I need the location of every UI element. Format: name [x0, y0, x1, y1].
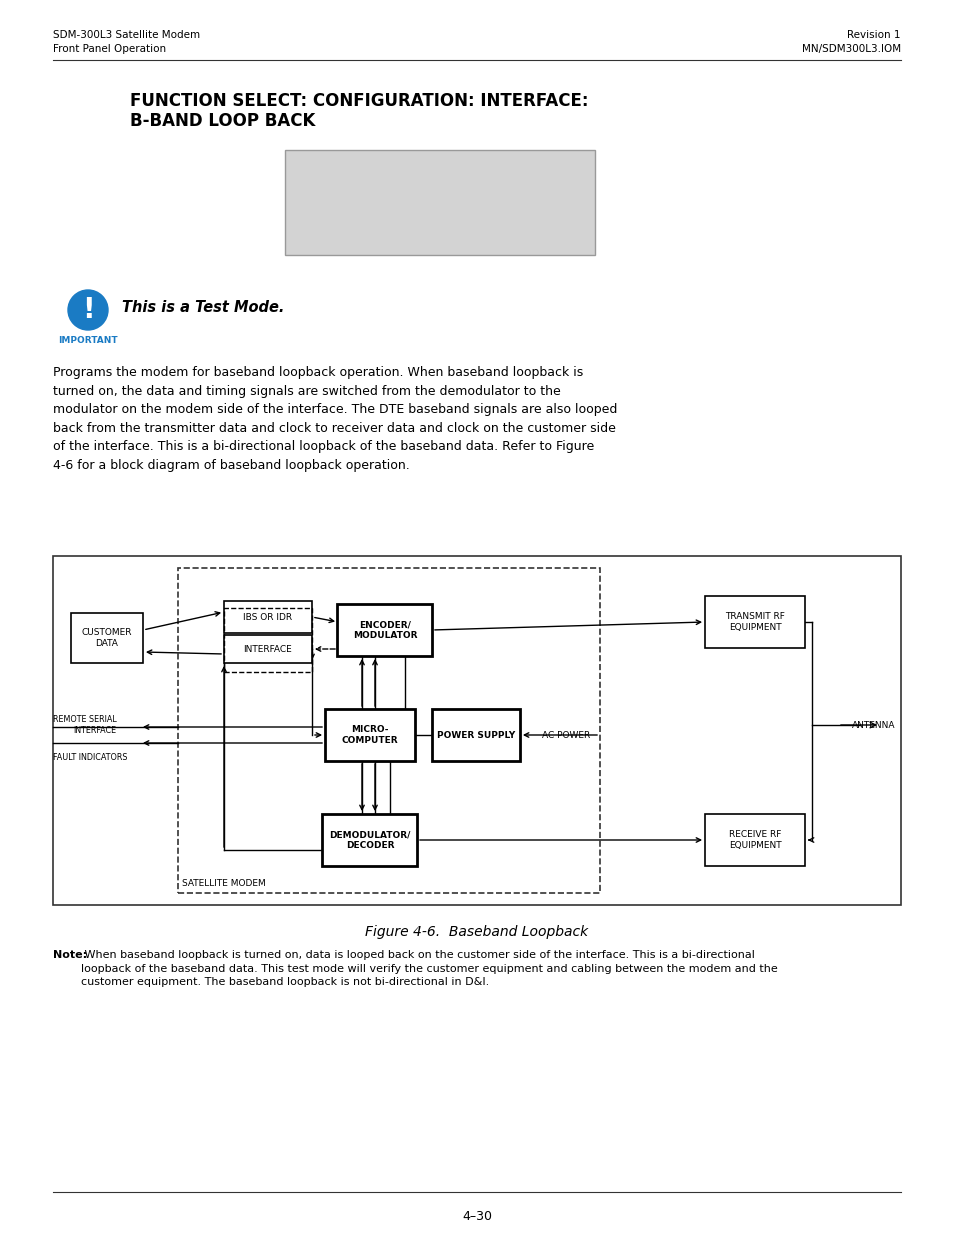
- Text: RECEIVE RF
EQUIPMENT: RECEIVE RF EQUIPMENT: [728, 830, 781, 850]
- Text: Note:: Note:: [53, 950, 87, 960]
- Text: Front Panel Operation: Front Panel Operation: [53, 44, 166, 54]
- Text: CUSTOMER
DATA: CUSTOMER DATA: [82, 629, 132, 647]
- Bar: [53, 556, 900, 905]
- Text: MN/SDM300L3.IOM: MN/SDM300L3.IOM: [801, 44, 900, 54]
- Text: When baseband loopback is turned on, data is looped back on the customer side of: When baseband loopback is turned on, dat…: [81, 950, 777, 987]
- Text: FUNCTION SELECT: CONFIGURATION: INTERFACE:: FUNCTION SELECT: CONFIGURATION: INTERFAC…: [130, 91, 588, 110]
- Text: ENCODER/
MODULATOR: ENCODER/ MODULATOR: [353, 620, 416, 640]
- Bar: [285, 149, 595, 254]
- Bar: [178, 568, 599, 893]
- Text: 4–30: 4–30: [461, 1210, 492, 1223]
- Text: IBS OR IDR: IBS OR IDR: [243, 613, 293, 621]
- Text: TRANSMIT RF
EQUIPMENT: TRANSMIT RF EQUIPMENT: [724, 613, 784, 631]
- Text: INTERFACE: INTERFACE: [243, 645, 292, 653]
- Bar: [322, 814, 417, 866]
- Text: Programs the modem for baseband loopback operation. When baseband loopback is
tu: Programs the modem for baseband loopback…: [53, 366, 617, 472]
- Text: IMPORTANT: IMPORTANT: [58, 336, 117, 345]
- Bar: [224, 608, 312, 672]
- Text: DEMODULATOR/
DECODER: DEMODULATOR/ DECODER: [329, 830, 410, 850]
- Text: !: !: [82, 296, 94, 324]
- Bar: [432, 709, 519, 761]
- Text: FAULT INDICATORS: FAULT INDICATORS: [53, 753, 128, 762]
- Text: SDM-300L3 Satellite Modem: SDM-300L3 Satellite Modem: [53, 30, 200, 40]
- Circle shape: [68, 290, 108, 330]
- Bar: [704, 814, 804, 866]
- Text: SATELLITE MODEM: SATELLITE MODEM: [182, 879, 266, 888]
- Text: AC POWER: AC POWER: [541, 730, 590, 740]
- Text: This is a Test Mode.: This is a Test Mode.: [122, 300, 284, 315]
- Bar: [337, 604, 432, 656]
- Text: Revision 1: Revision 1: [846, 30, 900, 40]
- Bar: [704, 597, 804, 648]
- Text: POWER SUPPLY: POWER SUPPLY: [436, 730, 515, 740]
- Text: B-BAND LOOP BACK: B-BAND LOOP BACK: [130, 112, 315, 130]
- Bar: [325, 709, 415, 761]
- Text: REMOTE SERIAL
INTERFACE: REMOTE SERIAL INTERFACE: [53, 715, 116, 735]
- Text: MICRO-
COMPUTER: MICRO- COMPUTER: [341, 725, 398, 745]
- Bar: [224, 601, 312, 634]
- Bar: [71, 613, 143, 663]
- Text: ANTENNA: ANTENNA: [851, 720, 895, 730]
- Text: Figure 4-6.  Baseband Loopback: Figure 4-6. Baseband Loopback: [365, 925, 588, 939]
- Bar: [224, 635, 312, 663]
